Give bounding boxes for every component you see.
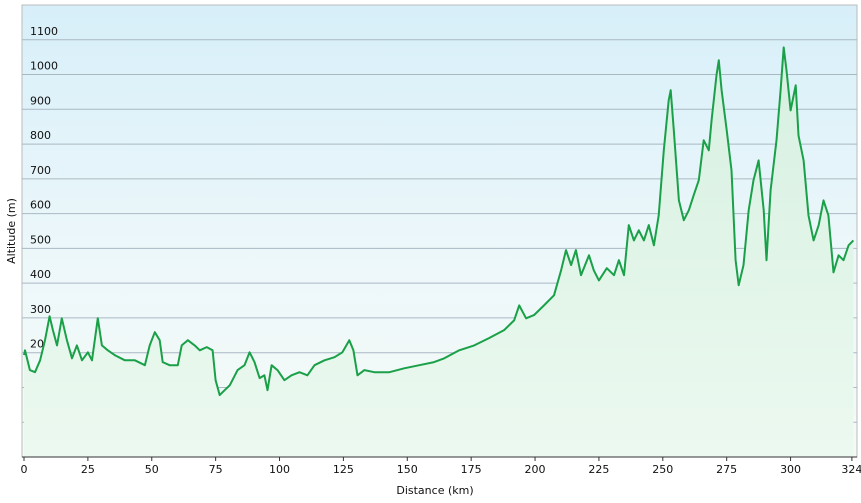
x-tick-label: 125 xyxy=(333,463,354,476)
area xyxy=(24,47,854,458)
x-tick-label: 200 xyxy=(525,463,546,476)
y-tick-label: 600 xyxy=(30,199,51,212)
y-tick-label: 300 xyxy=(30,303,51,316)
y-tick-label: 700 xyxy=(30,164,51,177)
y-axis-label: Altitude (m) xyxy=(5,198,18,264)
x-tick-label: 300 xyxy=(780,463,801,476)
line xyxy=(23,46,855,397)
x-tick-label: 0 xyxy=(21,463,28,476)
x-tick-label: 150 xyxy=(397,463,418,476)
x-tick-label: 275 xyxy=(716,463,737,476)
x-tick-label: 50 xyxy=(145,463,159,476)
y-tick-label: 400 xyxy=(30,268,51,281)
y-tick-label: 500 xyxy=(30,233,51,246)
y-tick-label: 1000 xyxy=(30,60,58,73)
x-tick-label: 25 xyxy=(81,463,95,476)
x-tick-label: 75 xyxy=(209,463,223,476)
x-tick-label: 175 xyxy=(461,463,482,476)
y-tick-label: 800 xyxy=(30,129,51,142)
y-tick-label: 900 xyxy=(30,94,51,107)
x-tick-label: 225 xyxy=(588,463,609,476)
x-tick-label: 324 xyxy=(841,463,861,476)
y-tick-label: 1100 xyxy=(30,25,58,38)
x-axis-label: Distance (km) xyxy=(396,484,473,497)
x-tick-label: 250 xyxy=(652,463,673,476)
x-tick-label: 100 xyxy=(269,463,290,476)
